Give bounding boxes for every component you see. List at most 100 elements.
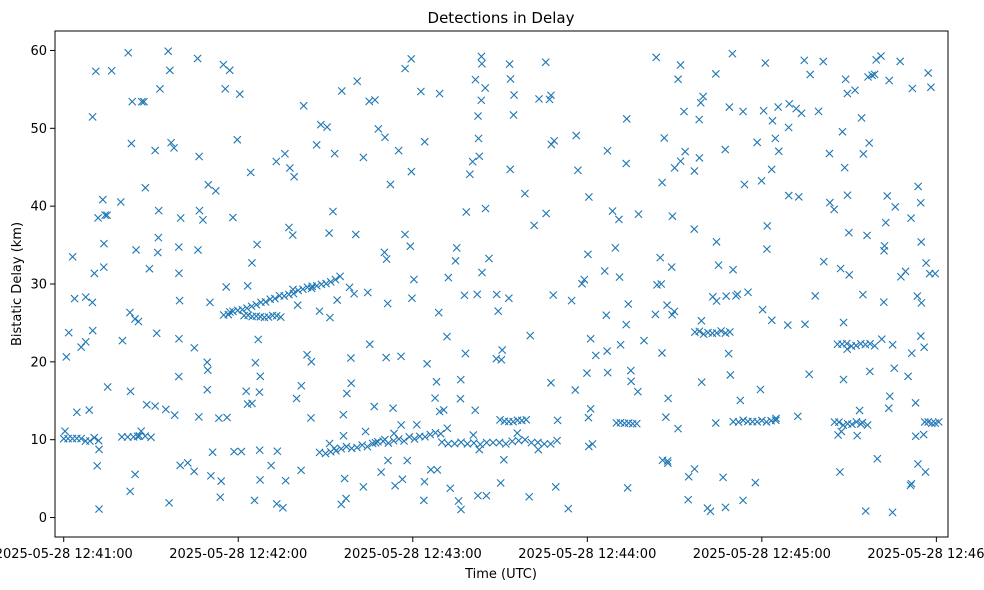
data-point — [435, 407, 444, 416]
data-point — [351, 230, 360, 239]
data-point — [615, 273, 624, 282]
data-point — [98, 195, 107, 204]
data-point — [255, 388, 264, 397]
data-point — [696, 98, 705, 107]
data-point — [247, 258, 256, 267]
data-point — [785, 99, 794, 108]
data-point — [922, 259, 931, 267]
data-point — [839, 421, 848, 430]
data-point — [756, 385, 765, 394]
data-point — [865, 367, 874, 376]
data-point — [325, 439, 334, 448]
data-point — [203, 366, 212, 375]
data-point — [456, 394, 465, 403]
data-point — [81, 337, 90, 346]
data-point — [616, 340, 625, 349]
data-point — [165, 66, 174, 75]
x-tick-label: 2025-05-28 12:46:00 — [867, 547, 984, 562]
data-point — [711, 419, 720, 428]
data-point — [881, 218, 890, 227]
data-point — [920, 417, 929, 426]
data-point — [337, 86, 346, 95]
data-point — [888, 340, 897, 349]
data-point — [572, 131, 581, 140]
data-point — [124, 48, 133, 57]
data-point — [261, 297, 270, 306]
data-point — [290, 172, 299, 181]
data-point — [93, 461, 102, 470]
data-point — [489, 438, 498, 447]
data-point — [137, 97, 146, 106]
data-point — [506, 165, 515, 174]
data-point — [584, 413, 593, 422]
data-point — [436, 429, 445, 438]
data-point — [835, 468, 844, 476]
data-point — [482, 438, 491, 447]
data-point — [297, 381, 306, 390]
data-point — [446, 484, 455, 493]
data-point — [699, 92, 708, 101]
x-axis-label: Time (UTC) — [464, 567, 537, 582]
data-point — [608, 207, 617, 216]
data-point — [170, 143, 178, 152]
data-point — [819, 257, 828, 266]
data-point — [307, 357, 316, 366]
data-point — [911, 432, 920, 441]
data-point — [224, 310, 233, 319]
data-point — [744, 288, 752, 297]
data-point — [363, 288, 372, 297]
data-point — [784, 123, 793, 132]
data-point — [506, 74, 515, 83]
data-point — [879, 298, 888, 307]
data-point — [926, 83, 935, 92]
data-point — [884, 404, 893, 413]
data-point — [624, 300, 633, 309]
data-point — [281, 476, 290, 485]
data-point — [126, 387, 135, 396]
data-point — [151, 146, 160, 155]
data-point — [838, 127, 847, 136]
data-point — [386, 180, 395, 189]
data-point — [753, 417, 762, 426]
data-point — [690, 166, 699, 175]
data-point — [501, 439, 510, 448]
data-point — [165, 498, 174, 507]
y-axis-ticks: 0 10 20 30 40 50 60 — [30, 44, 55, 526]
data-point — [896, 272, 905, 281]
data-point — [147, 433, 155, 442]
data-point — [591, 351, 600, 360]
data-point — [405, 432, 414, 441]
data-point — [383, 456, 392, 465]
data-point — [342, 494, 351, 503]
data-point — [774, 103, 783, 111]
data-point — [389, 404, 398, 413]
data-point — [379, 437, 388, 446]
data-point — [391, 481, 400, 490]
data-point — [174, 269, 183, 278]
data-point — [521, 435, 530, 444]
data-point — [896, 57, 905, 66]
data-point — [151, 402, 160, 411]
data-point — [584, 193, 593, 201]
data-point — [342, 389, 351, 398]
data-point — [658, 178, 667, 187]
data-point — [633, 387, 642, 396]
data-point — [475, 152, 484, 161]
data-point — [132, 245, 141, 254]
data-point — [135, 431, 144, 440]
data-point — [805, 370, 814, 379]
data-point — [762, 417, 771, 426]
data-point — [139, 97, 148, 106]
data-point — [125, 308, 134, 317]
data-point — [370, 402, 379, 411]
data-point — [864, 72, 873, 81]
data-point — [628, 419, 637, 428]
data-point — [420, 137, 429, 146]
data-point — [714, 261, 723, 270]
data-point — [603, 146, 612, 155]
data-point — [721, 145, 730, 154]
data-point — [155, 84, 164, 93]
data-point — [421, 432, 429, 441]
data-point — [326, 277, 335, 286]
data-point — [477, 96, 486, 105]
